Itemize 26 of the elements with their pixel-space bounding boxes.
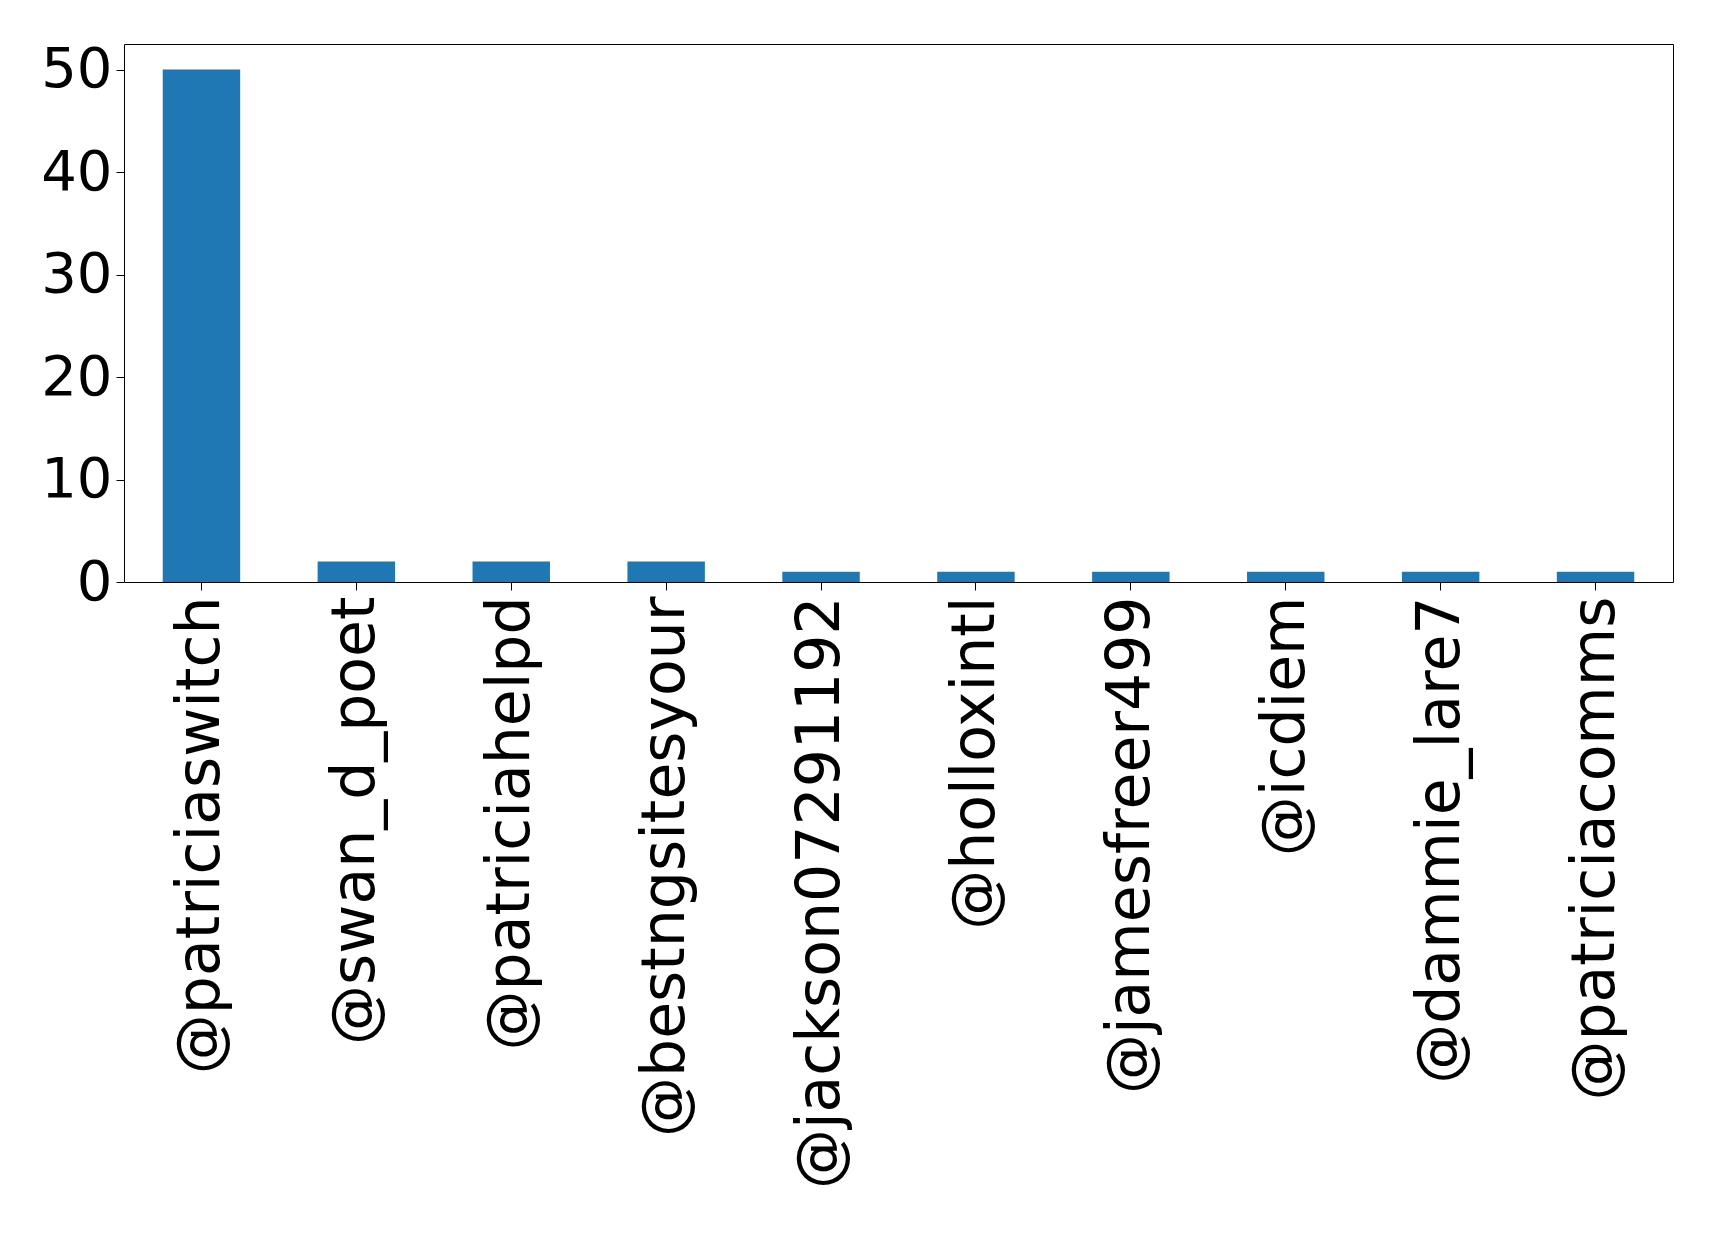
bar — [162, 69, 241, 582]
x-tick-label: @jackson07291192 — [783, 596, 854, 1190]
x-tick-label: @dammie_lare7 — [1402, 596, 1473, 1084]
bar — [627, 561, 705, 582]
bar — [317, 561, 396, 582]
x-tick-label: @swan_d_poet — [318, 596, 389, 1045]
x-tick-label: @patriciaswitch — [163, 596, 234, 1075]
bar — [472, 561, 550, 582]
x-tick-label: @patriciacomms — [1557, 596, 1628, 1101]
x-tick-label: @icdiem — [1247, 596, 1318, 857]
y-tick-label: 20 — [41, 342, 113, 408]
x-tick-label: @holloxintl — [937, 596, 1008, 930]
x-tick-label: @bestngsitesyour — [628, 596, 699, 1137]
bar — [1247, 571, 1325, 582]
bar — [1092, 571, 1170, 582]
y-tick-label: 0 — [76, 547, 113, 613]
y-tick-label: 40 — [41, 137, 113, 203]
y-tick-label: 30 — [41, 240, 113, 306]
bar — [1401, 571, 1480, 582]
bar — [1556, 571, 1635, 582]
y-tick-label: 50 — [41, 35, 113, 101]
bar — [782, 571, 860, 582]
x-tick-label: @patriciahelpd — [473, 596, 544, 1051]
y-tick-label: 10 — [41, 445, 113, 511]
x-tick-label: @jamesfreer499 — [1092, 596, 1163, 1095]
bar — [937, 571, 1015, 582]
